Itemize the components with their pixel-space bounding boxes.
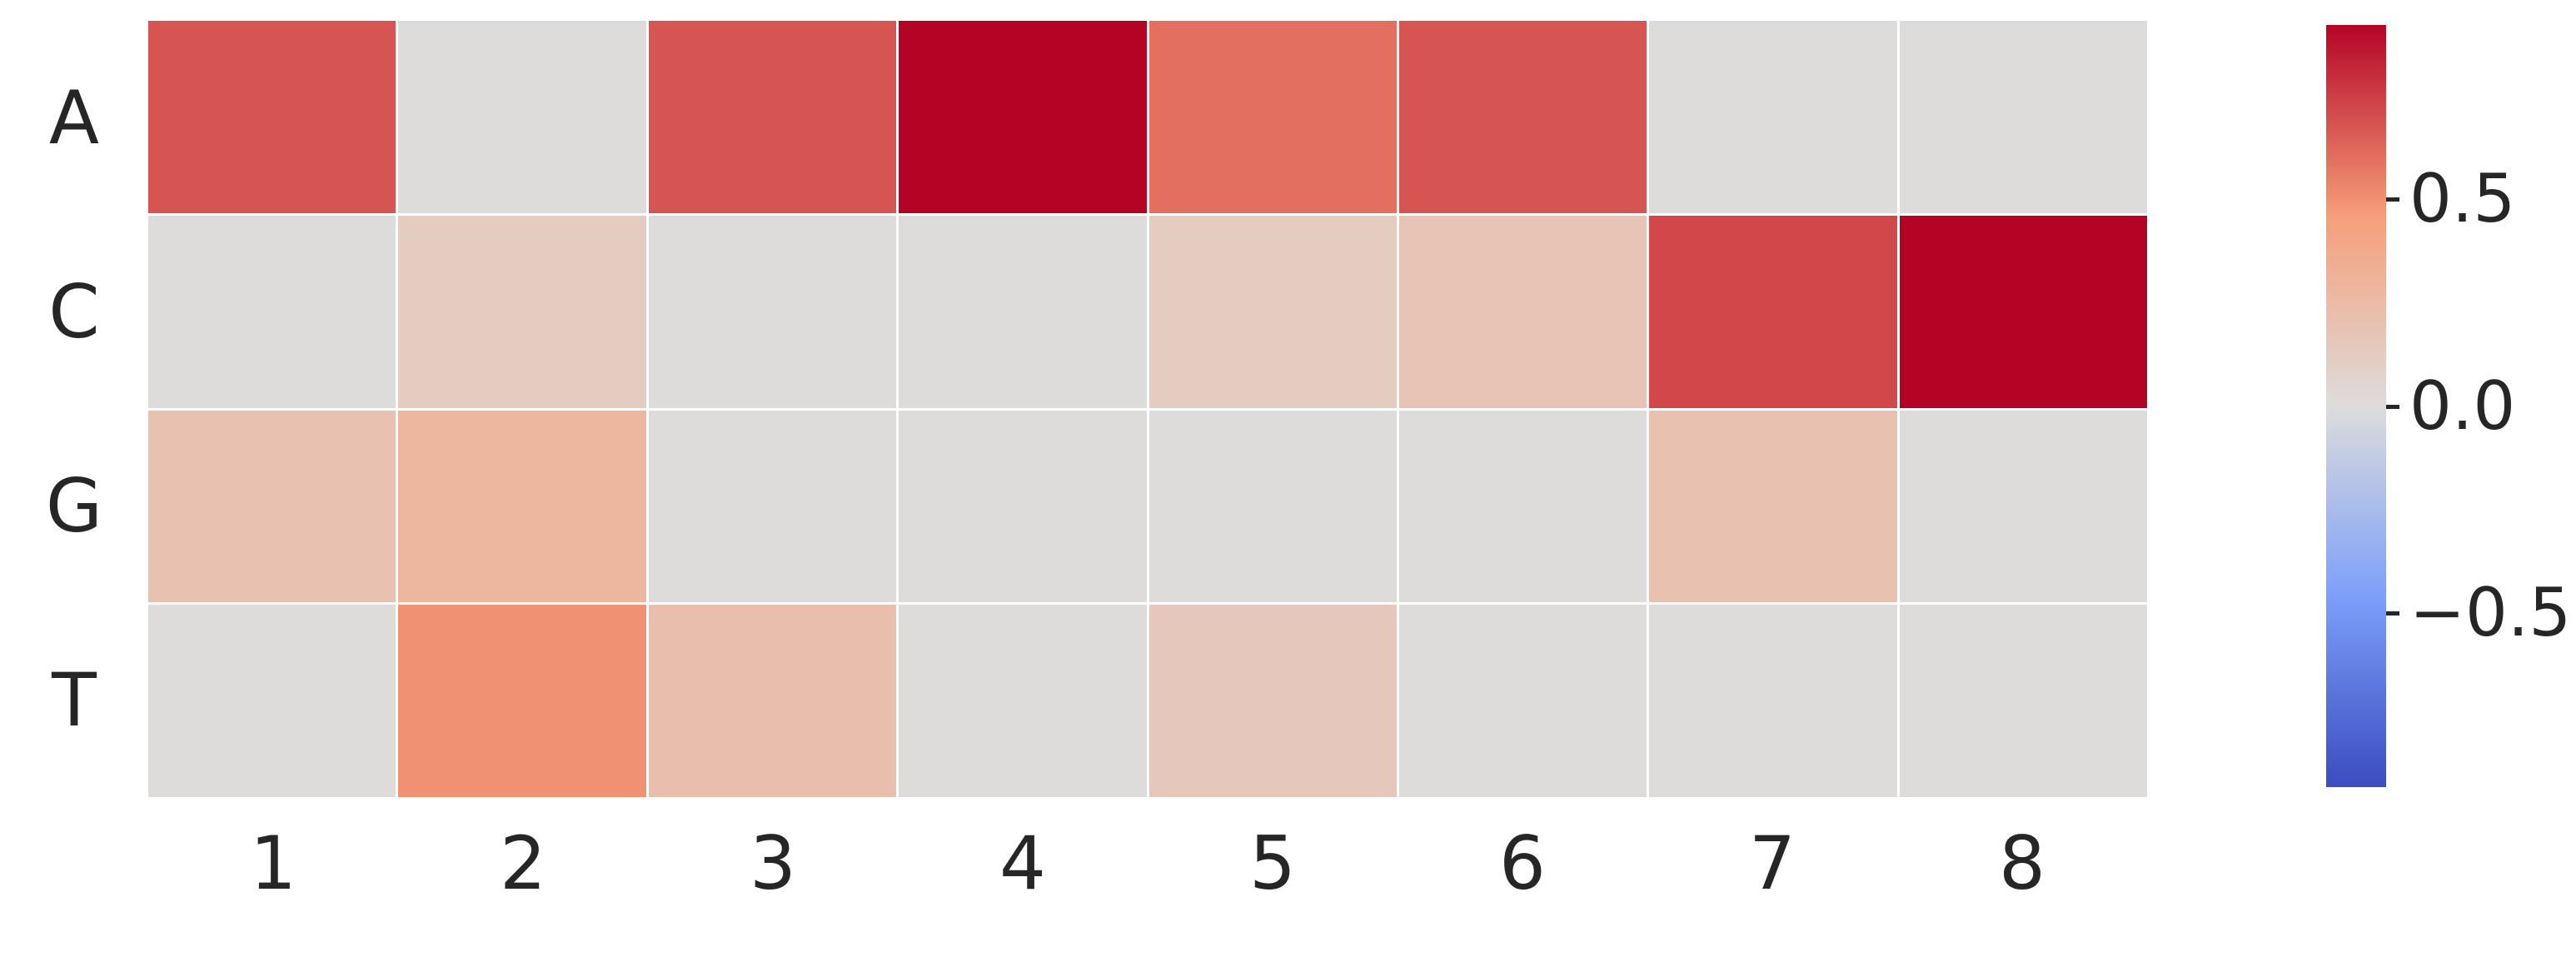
heatmap-cell <box>398 410 646 603</box>
heatmap-cell <box>148 215 396 408</box>
heatmap-cell <box>648 215 897 408</box>
heatmap-cell <box>1398 410 1647 603</box>
colorbar-tick-label: 0.5 <box>2409 160 2516 237</box>
heatmap-cell <box>648 410 897 603</box>
heatmap-cell <box>398 605 646 797</box>
plot-area: A C G T <box>0 21 2147 797</box>
heatmap-cell <box>648 21 897 213</box>
heatmap-cell <box>1148 410 1397 603</box>
heatmap-cell <box>1398 21 1647 213</box>
heatmap-cell <box>1649 605 1897 797</box>
heatmap-cell <box>1649 410 1897 603</box>
heatmap-cell <box>1899 215 2147 408</box>
heatmap-cell <box>1148 605 1397 797</box>
heatmap-cell <box>1148 215 1397 408</box>
colorbar-tick-mark <box>2386 611 2399 616</box>
heatmap-cell <box>1899 21 2147 213</box>
heatmap-cell <box>148 605 396 797</box>
heatmap-cell <box>1649 21 1897 213</box>
colorbar-tick-mark <box>2386 197 2399 202</box>
col-label: 8 <box>1999 820 2045 906</box>
col-label: 3 <box>750 820 796 906</box>
col-label: 4 <box>999 820 1046 906</box>
heatmap-cell <box>1148 21 1397 213</box>
colorbar-gradient <box>2326 25 2386 787</box>
heatmap-cell <box>899 605 1147 797</box>
col-label: 5 <box>1249 820 1296 906</box>
colorbar: 0.5 0.0 −0.5 <box>2326 25 2576 787</box>
row-label: A <box>48 74 100 161</box>
heatmap-cell <box>899 21 1147 213</box>
heatmap-cell <box>398 21 646 213</box>
colorbar-tick-mark <box>2386 405 2399 409</box>
heatmap-cell <box>648 605 897 797</box>
heatmap-cell <box>899 410 1147 603</box>
row-label: G <box>45 462 103 549</box>
heatmap-cell <box>1398 215 1647 408</box>
row-label: C <box>48 268 100 355</box>
colorbar-tick-label: −0.5 <box>2409 574 2572 651</box>
row-label: T <box>52 656 97 743</box>
x-axis-col-labels: 1 2 3 4 5 6 7 8 <box>148 812 2147 915</box>
heatmap-cell <box>1398 605 1647 797</box>
heatmap-cell <box>899 215 1147 408</box>
col-label: 6 <box>1499 820 1546 906</box>
heatmap-cell <box>1899 410 2147 603</box>
heatmap-cell <box>1649 215 1897 408</box>
col-label: 2 <box>500 820 546 906</box>
col-label: 1 <box>250 820 296 906</box>
heatmap-grid <box>148 21 2147 797</box>
colorbar-tick-label: 0.0 <box>2409 367 2516 445</box>
col-label: 7 <box>1749 820 1796 906</box>
heatmap-cell <box>398 215 646 408</box>
heatmap-cell <box>148 21 396 213</box>
y-axis-row-labels: A C G T <box>0 21 148 797</box>
heatmap-cell <box>148 410 396 603</box>
heatmap-cell <box>1899 605 2147 797</box>
